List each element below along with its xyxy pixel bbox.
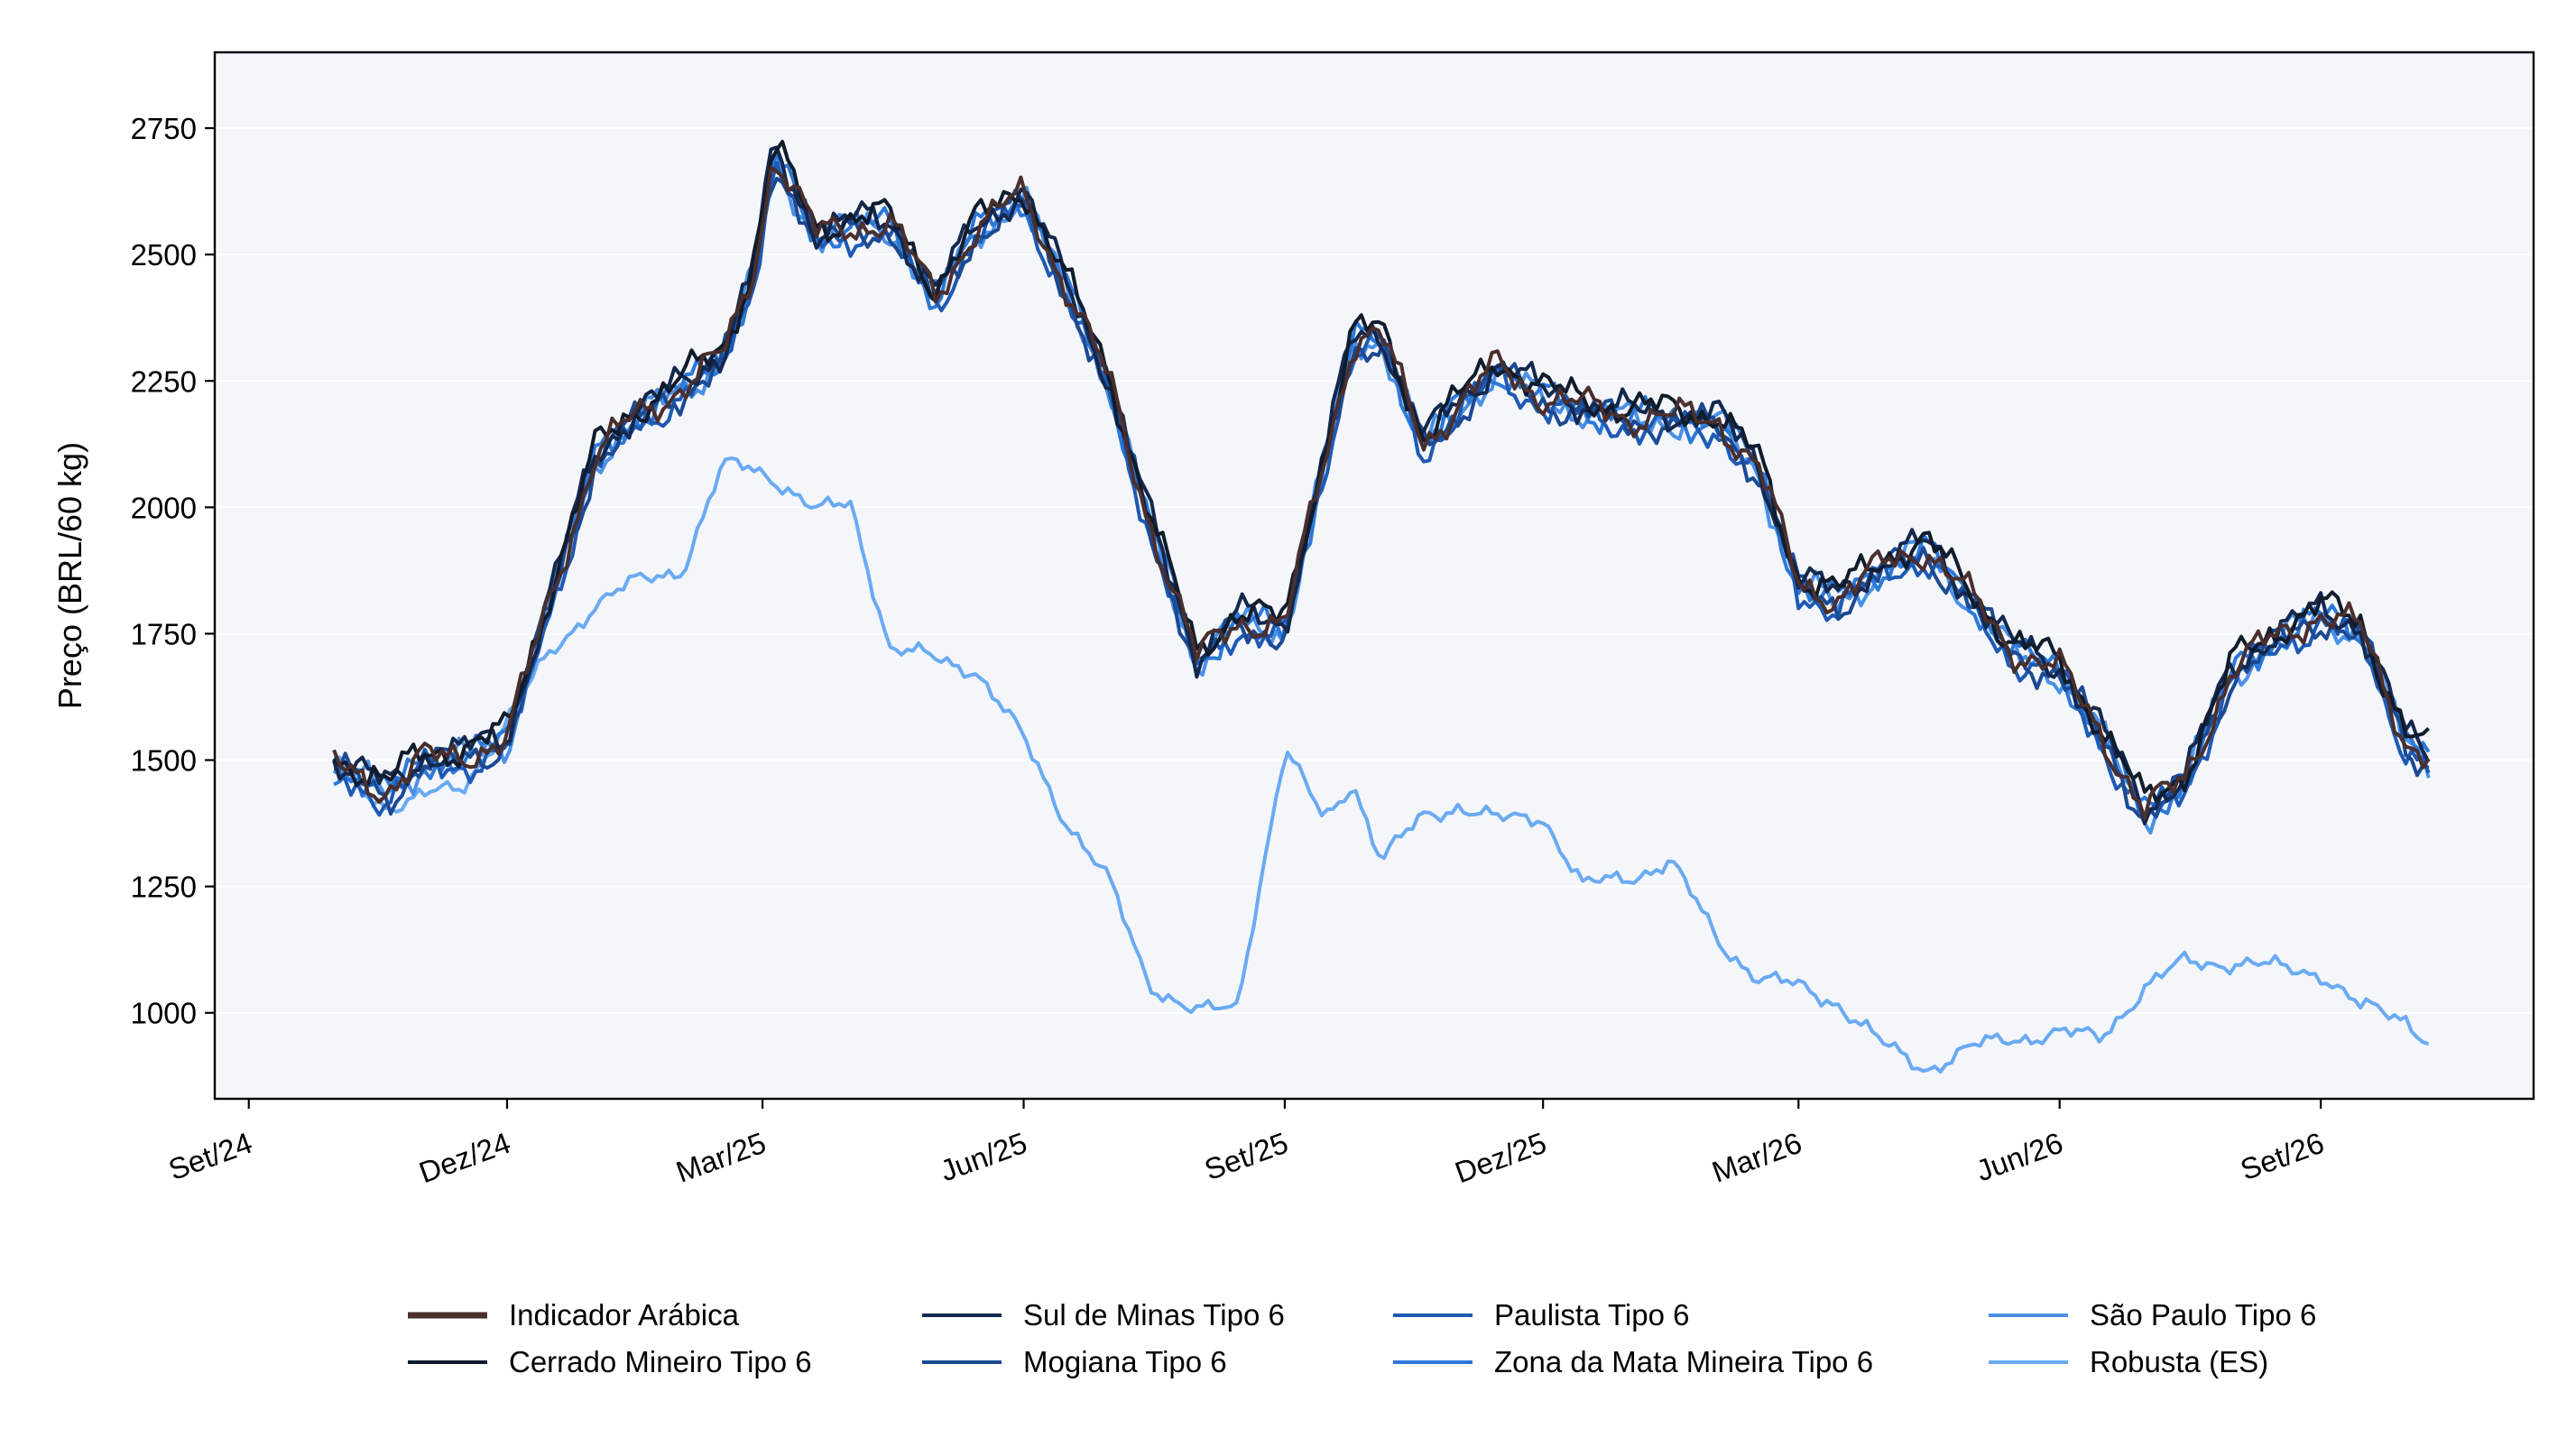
legend-label: Sul de Minas Tipo 6: [1023, 1298, 1285, 1332]
y-tick-label: 2750: [131, 112, 197, 145]
y-tick-label: 2000: [131, 491, 197, 524]
x-tick-label: Jun/26: [1971, 1126, 2067, 1188]
y-tick-label: 2250: [131, 364, 197, 398]
y-tick-label: 1000: [131, 997, 197, 1030]
legend-label: Mogiana Tipo 6: [1023, 1345, 1227, 1378]
plot-area: [213, 51, 2535, 1101]
x-tick-label: Set/24: [164, 1126, 256, 1186]
plot-background: [215, 52, 2534, 1099]
series-line: [332, 165, 2431, 820]
x-tick-label: Mar/25: [671, 1126, 770, 1189]
legend-label: São Paulo Tipo 6: [2090, 1298, 2316, 1332]
y-axis-label: Preço (BRL/60 kg): [51, 442, 88, 709]
x-tick-label: Dez/24: [414, 1126, 514, 1190]
grid-lines: [215, 127, 2534, 1014]
legend-label: Indicador Arábica: [509, 1298, 740, 1332]
y-axis: 1000 1250 1500 1750 2000 2250 2500 2750: [131, 112, 215, 1030]
legend-label: Paulista Tipo 6: [1494, 1298, 1689, 1332]
x-tick-label: Mar/26: [1707, 1126, 1805, 1189]
x-tick-label: Set/26: [2236, 1126, 2328, 1186]
y-tick-label: 2500: [131, 238, 197, 272]
series-lines: [332, 140, 2431, 1074]
legend-label: Zona da Mata Mineira Tipo 6: [1494, 1345, 1873, 1378]
series-line: [332, 145, 2431, 825]
y-tick-label: 1250: [131, 871, 197, 904]
series-line: [333, 456, 2430, 1074]
legend-label: Cerrado Mineiro Tipo 6: [509, 1345, 812, 1378]
y-tick-label: 1750: [131, 617, 197, 650]
legend: Indicador Arábica Cerrado Mineiro Tipo 6 S…: [408, 1298, 2316, 1378]
legend-label: Robusta (ES): [2090, 1345, 2268, 1378]
plot-frame: [213, 51, 2535, 1101]
x-axis: Set/24 Dez/24 Mar/25 Jun/25 Set/25 Dez/25 Mar/…: [164, 1099, 2328, 1190]
x-tick-label: Set/25: [1200, 1126, 1292, 1186]
y-tick-label: 1500: [131, 744, 197, 778]
x-tick-label: Jun/25: [936, 1126, 1031, 1188]
x-tick-label: Dez/25: [1451, 1126, 1551, 1190]
